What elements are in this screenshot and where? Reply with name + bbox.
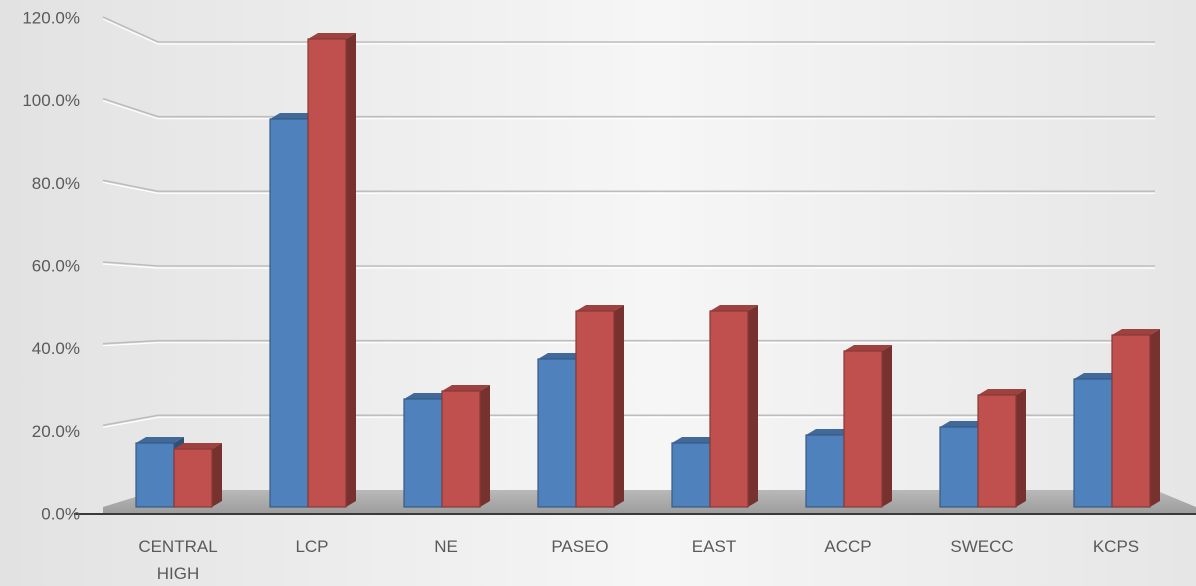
- gridline-highlight: [102, 100, 1155, 120]
- bar-front: [135, 442, 175, 508]
- bar-top: [1112, 329, 1160, 335]
- bar-top: [174, 443, 222, 449]
- x-tick-label: KCPS: [1093, 537, 1139, 556]
- bar: [173, 443, 222, 508]
- bar-side: [748, 305, 758, 507]
- bar-front: [709, 310, 749, 508]
- bar-top: [940, 421, 988, 427]
- bar-front: [843, 350, 883, 508]
- bar-top: [308, 33, 356, 39]
- y-tick-label: 20.0%: [32, 422, 80, 441]
- bar-top: [538, 353, 586, 359]
- bar-front: [441, 390, 481, 508]
- bar-front: [805, 434, 845, 508]
- bar-side: [614, 305, 624, 507]
- gridline: [102, 414, 1155, 427]
- bar-top: [844, 345, 892, 351]
- x-tick-label: SWECC: [950, 537, 1013, 556]
- bar-side: [1150, 329, 1160, 507]
- bar: [709, 305, 758, 508]
- x-tick-label: PASEO: [551, 537, 608, 556]
- bar-front: [939, 426, 979, 508]
- bar-front: [977, 394, 1017, 508]
- gridline-highlight: [102, 181, 1155, 194]
- x-tick-label: LCP: [295, 537, 328, 556]
- bar: [843, 345, 892, 508]
- bar-top: [1074, 373, 1122, 379]
- bar-front: [575, 310, 615, 508]
- bars: [135, 33, 1160, 508]
- gridline: [102, 179, 1155, 193]
- gridline-highlight: [102, 416, 1155, 428]
- bar-top: [404, 393, 452, 399]
- bar-side: [346, 33, 356, 507]
- x-tick-label: NE: [434, 537, 458, 556]
- x-axis: CENTRAL HIGH LCP NE PASEO EAST ACCP SWECC KCPS: [138, 537, 1139, 583]
- bar-front: [403, 398, 443, 508]
- gridline: [102, 16, 1155, 43]
- bar-top: [710, 305, 758, 311]
- chart-floor: [74, 490, 1196, 515]
- bar-top: [978, 389, 1026, 395]
- bar-front: [307, 38, 347, 508]
- bar-side: [480, 385, 490, 507]
- bar-side: [882, 345, 892, 507]
- y-tick-label: 0.0%: [41, 504, 80, 523]
- y-tick-label: 40.0%: [32, 339, 80, 358]
- bar-top: [136, 437, 184, 443]
- y-tick-label: 60.0%: [32, 256, 80, 275]
- gridline-highlight: [102, 263, 1155, 269]
- y-tick-label: 120.0%: [22, 8, 80, 27]
- gridline: [102, 261, 1155, 267]
- bar-front: [173, 448, 213, 508]
- gridline-highlight: [102, 342, 1155, 347]
- bar-side: [1016, 389, 1026, 507]
- gridline-highlight: [102, 18, 1155, 45]
- bar-top: [672, 437, 720, 443]
- bar-side: [212, 443, 222, 507]
- bar-top: [806, 429, 854, 435]
- x-tick-label: CENTRAL HIGH: [138, 537, 217, 583]
- y-axis: 0.0% 20.0% 40.0% 60.0% 80.0% 100.0% 120.0%: [22, 8, 80, 523]
- bar-top: [270, 113, 318, 119]
- gridline: [102, 339, 1155, 345]
- bar: [977, 389, 1026, 508]
- x-tick-label: ACCP: [824, 537, 871, 556]
- y-tick-label: 80.0%: [32, 174, 80, 193]
- floor-plane: [103, 490, 1196, 514]
- x-tick-label: EAST: [692, 537, 736, 556]
- bar: [1111, 329, 1160, 508]
- gridlines: [102, 16, 1155, 428]
- bar-front: [671, 442, 711, 508]
- bar-front: [537, 358, 577, 508]
- bar-front: [1111, 334, 1151, 508]
- bar: [307, 33, 356, 508]
- bar: [441, 385, 490, 508]
- bar-top: [576, 305, 624, 311]
- bar-front: [269, 118, 309, 508]
- bar-top: [442, 385, 490, 391]
- y-tick-label: 100.0%: [22, 91, 80, 110]
- bar: [575, 305, 624, 508]
- gridline: [102, 97, 1155, 118]
- bar-front: [1073, 378, 1113, 508]
